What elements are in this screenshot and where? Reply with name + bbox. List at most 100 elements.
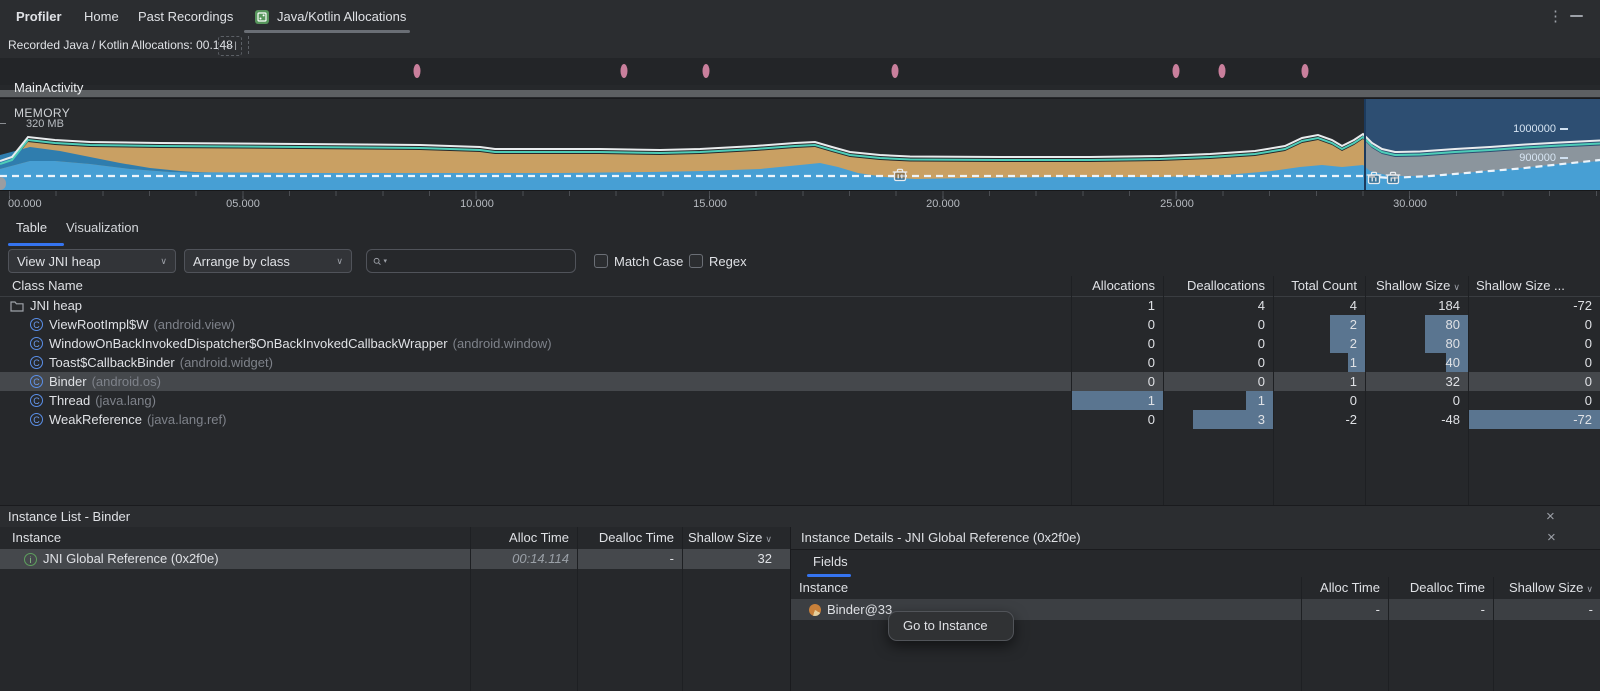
instance-icon [809,604,821,616]
instance-details-title: Instance Details - JNI Global Reference … [801,527,1081,549]
column-separator [1273,276,1274,505]
regex-checkbox[interactable] [689,254,703,268]
column-separator [1468,276,1469,505]
jni-reference-icon: i [24,553,37,566]
column-shallow-size[interactable]: Shallow Size∨ [682,527,790,550]
column-deallocations[interactable]: Deallocations [1163,276,1273,297]
toolbar-drag-separator [248,36,249,54]
field-instance-name: Binder@33 [827,599,892,620]
class-table-row[interactable]: C WindowOnBackInvokedDispatcher$OnBackIn… [0,334,1600,353]
object-count-label-900k: 900000 [1470,152,1556,164]
column-shallow-size[interactable]: Shallow Size∨ [1493,577,1600,600]
close-icon[interactable]: × [1547,527,1556,549]
column-dealloc-time[interactable]: Dealloc Time [577,527,682,550]
nav-home[interactable]: Home [84,0,119,33]
view-mode-tabs: Table Visualization [0,212,1600,247]
column-class-name[interactable]: Class Name [0,276,1071,297]
instance-list-panel-header: Instance List - Binder × [0,505,1600,528]
event-marker-strip [0,58,1600,85]
class-table-row[interactable]: C WeakReference (java.lang.ref) 0 3 -2 -… [0,410,1600,429]
recorded-session-label: Recorded Java / Kotlin Allocations: 00.1… [8,33,233,58]
column-separator [1388,577,1389,691]
axis-tick-label: 20.000 [926,198,960,210]
class-icon: C [30,413,43,426]
y-axis-tick [0,123,6,124]
activity-event-dot [1173,64,1180,78]
class-icon: C [30,375,43,388]
object-count-tick [1560,157,1568,159]
zoom-to-fit-button[interactable]: |↔| [218,36,242,56]
activity-lifecycle-bar [0,90,1600,97]
close-icon[interactable]: × [1546,506,1555,528]
minimize-icon[interactable] [1570,15,1583,17]
class-table-row[interactable]: C ViewRootImpl$W (android.view) 0 0 2 80… [0,315,1600,334]
column-alloc-time[interactable]: Alloc Time [1301,577,1388,600]
search-input-wrapper[interactable]: ▾ [366,249,576,273]
recording-toolbar: Recorded Java / Kotlin Allocations: 00.1… [0,33,1600,59]
activity-event-dot [703,64,710,78]
search-input[interactable] [389,253,569,270]
heap-select[interactable]: ∨ View JNI heap [8,249,176,273]
folder-icon [10,300,24,312]
nav-past-recordings[interactable]: Past Recordings [138,0,233,33]
axis-tick-label: 25.000 [1160,198,1194,210]
profiler-window: Profiler Home Past Recordings Java/Kotli… [0,0,1600,691]
class-name: Toast$CallbackBinder [49,353,175,372]
column-total-count[interactable]: Total Count [1273,276,1365,297]
instance-list-header: Instance Alloc Time Dealloc Time Shallow… [0,527,790,550]
column-allocations[interactable]: Allocations [1071,276,1163,297]
tab-java-kotlin-allocations[interactable]: Java/Kotlin Allocations [244,0,416,33]
class-table-row[interactable]: C Thread (java.lang) 1 1 0 0 0 [0,391,1600,410]
match-case-checkbox[interactable] [594,254,608,268]
class-name: WeakReference [49,410,142,429]
column-instance[interactable]: Instance [791,577,1301,600]
class-icon: C [30,318,43,331]
tab-label: Java/Kotlin Allocations [277,9,406,24]
window-title: Profiler [16,0,62,33]
column-separator [1301,577,1302,691]
tab-table[interactable]: Table [16,220,47,235]
top-tab-bar: Profiler Home Past Recordings Java/Kotli… [0,0,1600,34]
object-count-tick [1560,128,1568,130]
activity-event-dot [892,64,899,78]
arrange-select-value: Arrange by class [193,254,290,269]
class-table-header: Class Name Allocations Deallocations Tot… [0,276,1600,297]
search-history-caret-icon[interactable]: ▾ [383,257,387,265]
more-options-icon[interactable]: ⋮ [1548,0,1563,33]
column-shallow-size[interactable]: Shallow Size∨ [1365,276,1468,297]
column-dealloc-time[interactable]: Dealloc Time [1388,577,1493,600]
column-separator [682,527,683,691]
tab-fields[interactable]: Fields [813,554,848,569]
column-separator [470,527,471,691]
chevron-down-icon: ∨ [160,250,167,273]
details-tab-strip: Fields [791,549,1600,577]
sort-desc-icon: ∨ [1453,282,1460,292]
class-table-row-selected[interactable]: C Binder (android.os) 0 0 1 32 0 [0,372,1600,391]
class-icon: C [30,356,43,369]
regex-label: Regex [709,247,747,276]
memory-timeline-chart[interactable]: MEMORY 320 MB 1000000 900000 [0,98,1600,191]
instance-name: JNI Global Reference (0x2f0e) [43,549,219,569]
column-alloc-time[interactable]: Alloc Time [470,527,577,550]
axis-minor-ticks [0,191,1600,196]
axis-tick-label: 30.000 [1393,198,1427,210]
memory-chart-canvas [0,99,1600,191]
column-separator [577,527,578,691]
column-shallow-size-change[interactable]: Shallow Size ... [1468,276,1600,297]
chevron-down-icon: ∨ [336,250,343,273]
tab-visualization[interactable]: Visualization [66,220,139,235]
class-name: Binder [49,372,87,391]
class-table-row[interactable]: C Toast$CallbackBinder (android.widget) … [0,353,1600,372]
context-menu: Go to Instance [888,611,1014,641]
menu-item-go-to-instance[interactable]: Go to Instance [903,618,988,633]
sort-desc-icon: ∨ [765,534,772,544]
instance-list-row-selected[interactable]: i JNI Global Reference (0x2f0e) 00:14.11… [0,549,790,569]
class-name: WindowOnBackInvokedDispatcher$OnBackInvo… [49,334,448,353]
allocations-tab-icon [254,9,270,25]
class-table-row[interactable]: JNI heap 1 4 4 184 -72 [0,296,1600,315]
column-instance[interactable]: Instance [0,527,470,550]
column-separator [1163,276,1164,505]
match-case-label: Match Case [614,247,683,276]
activity-event-dot [1219,64,1226,78]
arrange-select[interactable]: ∨ Arrange by class [184,249,352,273]
